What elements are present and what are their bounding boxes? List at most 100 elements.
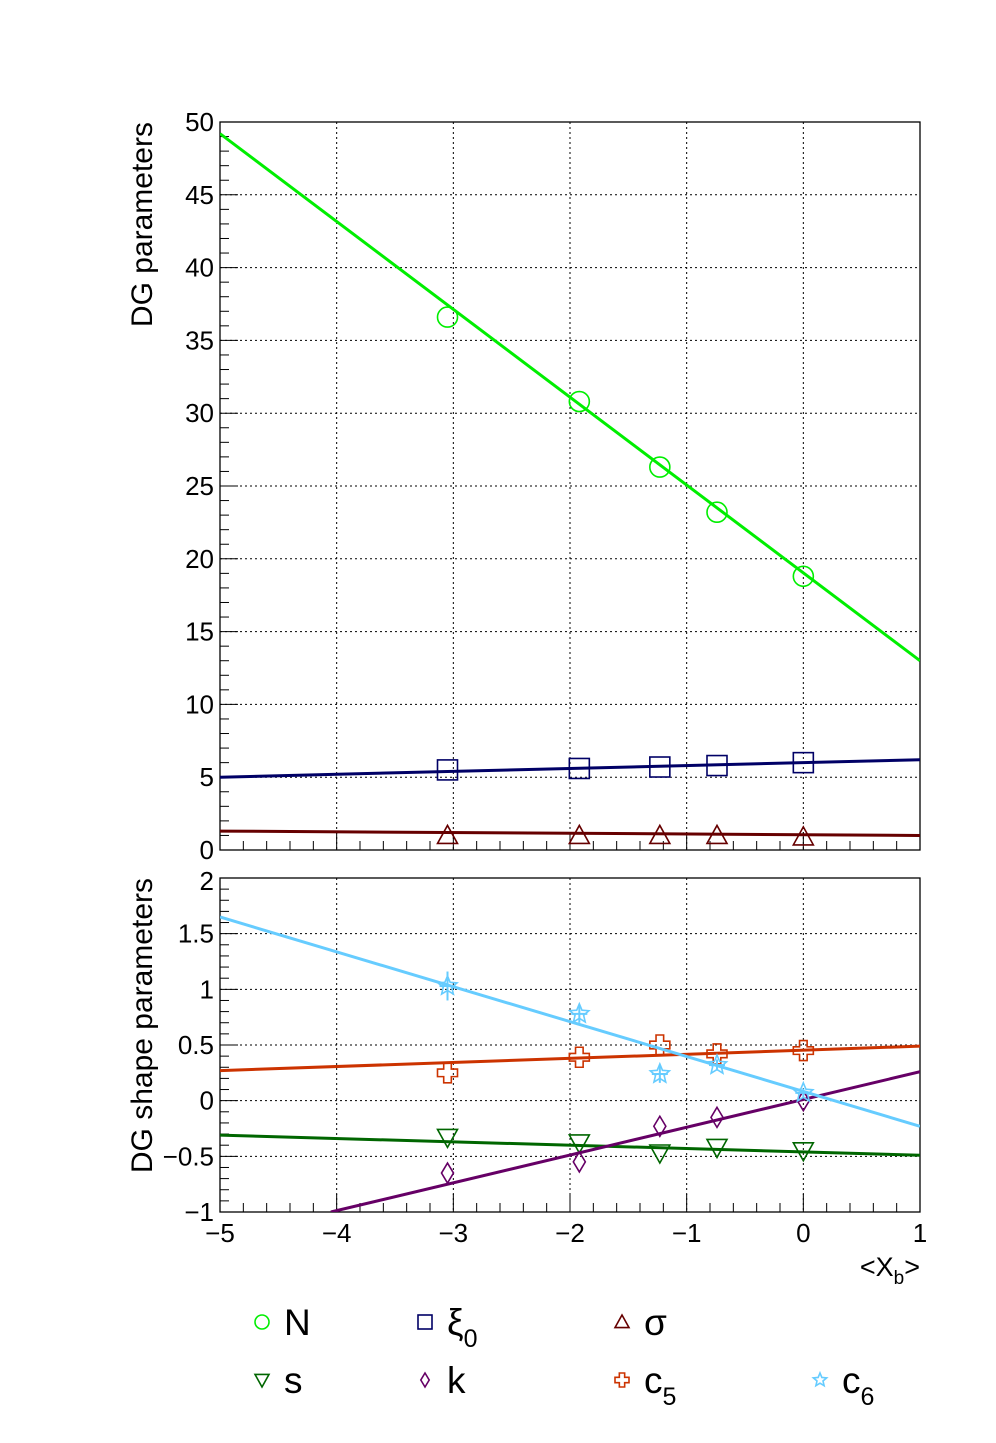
legend-label-sub: 0 bbox=[464, 1325, 478, 1353]
y-tick-label: 30 bbox=[185, 398, 214, 428]
series-xi0 bbox=[220, 751, 920, 781]
data-point-c6 bbox=[705, 1052, 729, 1075]
y-tick-label: 10 bbox=[185, 689, 214, 719]
data-point-c6 bbox=[791, 1080, 815, 1103]
x-axis-label: <Xb> bbox=[860, 1252, 920, 1289]
fit-line-k bbox=[330, 1070, 920, 1212]
data-point-s bbox=[567, 1134, 591, 1155]
legend-label-s: s bbox=[284, 1360, 303, 1401]
y-tick-label: 5 bbox=[200, 762, 214, 792]
y-tick-label: 0.5 bbox=[178, 1030, 214, 1060]
y-tick-label: 2 bbox=[200, 866, 214, 896]
legend-entry-c5: c5 bbox=[614, 1360, 676, 1411]
legend-label-N: N bbox=[284, 1302, 311, 1343]
data-point-N bbox=[568, 390, 591, 413]
series-N bbox=[220, 132, 920, 662]
legend-label-main: s bbox=[284, 1360, 303, 1401]
plot-frame bbox=[219, 121, 921, 851]
legend-marker-sigma bbox=[613, 1313, 631, 1329]
x-tick-label: 0 bbox=[796, 1218, 810, 1248]
data-point-s bbox=[436, 1128, 459, 1150]
legend-label-c5: c5 bbox=[644, 1360, 676, 1411]
data-point-c5 bbox=[436, 1062, 459, 1084]
series-c6 bbox=[220, 915, 920, 1128]
data-point-xi0 bbox=[436, 759, 459, 781]
data-point-c6 bbox=[648, 1061, 672, 1084]
x-tick-label: 1 bbox=[913, 1218, 927, 1248]
data-point-c5 bbox=[568, 1046, 591, 1069]
data-point-k bbox=[796, 1089, 811, 1113]
data-point-s bbox=[791, 1141, 815, 1163]
y-tick-label: 1.5 bbox=[178, 919, 214, 949]
data-point-sigma bbox=[705, 823, 729, 845]
data-point-N bbox=[792, 565, 815, 588]
legend-label-main: k bbox=[447, 1360, 466, 1401]
data-point-c6 bbox=[567, 1001, 591, 1024]
data-point-sigma bbox=[436, 823, 459, 845]
data-point-N bbox=[436, 306, 459, 328]
bottom-panel: −1 −0.5 0 0.5 1 1.5 2 −5 −4 −3 −2 −1 0 1 DG shape para… bbox=[126, 866, 927, 1289]
legend-entry-N: N bbox=[254, 1302, 311, 1343]
y-tick-label: 0 bbox=[200, 1086, 214, 1116]
legend-marker-c5 bbox=[614, 1372, 630, 1388]
legend-label-main: σ bbox=[644, 1302, 667, 1343]
y-tick-label: 0 bbox=[200, 835, 214, 865]
data-point-xi0 bbox=[792, 751, 815, 774]
legend-entry-s: s bbox=[253, 1360, 303, 1401]
data-point-c5 bbox=[649, 1034, 671, 1056]
y-axis-label: DG parameters bbox=[126, 122, 159, 327]
data-point-xi0 bbox=[706, 754, 728, 777]
data-point-xi0 bbox=[568, 757, 591, 780]
series-c5 bbox=[220, 1034, 920, 1084]
y-tick-label: 15 bbox=[185, 617, 214, 647]
fit-line-sigma bbox=[220, 829, 920, 837]
data-point-c5 bbox=[792, 1039, 815, 1062]
x-tick-label: −1 bbox=[672, 1218, 702, 1248]
grid bbox=[220, 122, 920, 850]
y-axis-label: DG shape parameters bbox=[126, 878, 159, 1173]
y-tick-label: 40 bbox=[185, 253, 214, 283]
y-tick-label: 35 bbox=[185, 325, 214, 355]
data-point-c6 bbox=[436, 973, 459, 996]
x-axis-label-end: > bbox=[904, 1252, 920, 1282]
legend-entry-c6: c6 bbox=[811, 1360, 874, 1411]
data-point-c5 bbox=[706, 1043, 728, 1065]
legend-label-main: c bbox=[644, 1360, 663, 1401]
series-sigma bbox=[220, 823, 920, 846]
y-tick-label: 1 bbox=[200, 974, 214, 1004]
y-tick-label: 50 bbox=[185, 107, 214, 137]
x-tick-label: −5 bbox=[205, 1218, 235, 1248]
data-point-xi0 bbox=[649, 756, 671, 778]
series-s bbox=[220, 1128, 920, 1165]
legend-label-sigma: σ bbox=[644, 1302, 667, 1343]
legend-entry-xi0: ξ0 bbox=[417, 1302, 478, 1353]
legend-label-sub: 6 bbox=[861, 1383, 875, 1411]
fit-line-s bbox=[220, 1133, 920, 1157]
legend-label-k: k bbox=[447, 1360, 466, 1401]
data-point-sigma bbox=[791, 825, 815, 846]
data-point-k bbox=[652, 1114, 667, 1138]
data-point-N bbox=[706, 501, 728, 524]
legend-entry-k: k bbox=[419, 1360, 466, 1401]
y-tick-label: 45 bbox=[185, 180, 214, 210]
y-tick-label: 20 bbox=[185, 544, 214, 574]
y-tick-label: −1 bbox=[184, 1197, 214, 1227]
legend-marker-N bbox=[254, 1314, 270, 1330]
y-tick-label: 25 bbox=[185, 471, 214, 501]
legend-entry-sigma: σ bbox=[613, 1302, 667, 1343]
legend-marker-s bbox=[253, 1373, 271, 1389]
legend-marker-k bbox=[419, 1371, 431, 1389]
legend-label-main: ξ bbox=[447, 1302, 464, 1343]
legend-label-c6: c6 bbox=[842, 1360, 874, 1411]
legend-marker-xi0 bbox=[417, 1314, 433, 1330]
data-point-k bbox=[572, 1150, 587, 1174]
x-axis-label-sub: b bbox=[894, 1268, 905, 1289]
x-tick-label: −4 bbox=[322, 1218, 352, 1248]
data-point-k bbox=[710, 1105, 724, 1129]
legend-label-sub: 5 bbox=[663, 1383, 677, 1411]
plot-frame bbox=[219, 877, 921, 1213]
x-tick-label: −2 bbox=[555, 1218, 585, 1248]
legend-marker-c6 bbox=[811, 1370, 829, 1388]
